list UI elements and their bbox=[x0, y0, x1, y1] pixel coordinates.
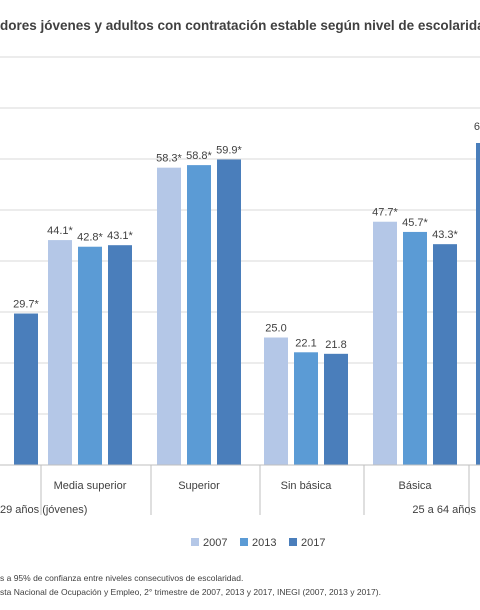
bar-2007 bbox=[264, 337, 288, 465]
bars bbox=[14, 143, 480, 466]
group-label: 25 a 64 años bbox=[412, 504, 476, 516]
data-label: 43.1* bbox=[107, 230, 133, 242]
data-label: 44.1* bbox=[47, 225, 73, 237]
bar-2007 bbox=[48, 240, 72, 465]
data-label: 21.8 bbox=[325, 339, 346, 351]
legend-label: 2007 bbox=[203, 537, 227, 549]
bar-2017 bbox=[324, 353, 348, 465]
bar-2007 bbox=[373, 221, 397, 465]
data-label-partial: 6 bbox=[474, 121, 480, 133]
footnote-significance: s a 95% de confianza entre niveles conse… bbox=[0, 573, 244, 583]
category-label: Media superior bbox=[54, 480, 127, 492]
chart-title: dores jóvenes y adultos con contratación… bbox=[0, 18, 480, 33]
category-label: Sin básica bbox=[281, 480, 333, 492]
data-label: 43.3* bbox=[432, 229, 458, 241]
legend-swatch bbox=[240, 538, 248, 546]
category-label: Superior bbox=[178, 480, 220, 492]
bar-2013 bbox=[403, 231, 427, 465]
data-label: 58.8* bbox=[186, 150, 212, 162]
bar-2017 bbox=[433, 244, 457, 465]
legend-label: 2017 bbox=[301, 537, 325, 549]
data-label: 47.7* bbox=[372, 207, 398, 219]
footnote-source: sta Nacional de Ocupación y Empleo, 2° t… bbox=[0, 587, 381, 597]
bar-2017 bbox=[14, 313, 38, 465]
bar-partial bbox=[476, 143, 480, 465]
bar-2013 bbox=[187, 165, 211, 465]
legend-swatch bbox=[191, 538, 199, 546]
bar-2017 bbox=[108, 245, 132, 465]
group-label: 29 años (jóvenes) bbox=[0, 504, 87, 516]
legend-label: 2013 bbox=[252, 537, 276, 549]
legend-swatch bbox=[289, 538, 297, 546]
category-axis: Media superior Superior Sin básica Básica 29… bbox=[0, 464, 480, 516]
data-label: 22.1 bbox=[295, 337, 316, 349]
bar-2013 bbox=[78, 246, 102, 465]
bar-2007 bbox=[157, 167, 181, 466]
data-labels: 29.7* 44.1* 42.8* 43.1* 58.3* 58.8* 59.9* 25.0 2… bbox=[13, 121, 480, 351]
category-label: Básica bbox=[398, 480, 432, 492]
bar-2013 bbox=[294, 352, 318, 465]
data-label: 29.7* bbox=[13, 299, 39, 311]
data-label: 58.3* bbox=[156, 153, 182, 165]
data-label: 25.0 bbox=[265, 323, 286, 335]
data-label: 59.9* bbox=[216, 145, 242, 157]
data-label: 42.8* bbox=[77, 232, 103, 244]
bar-2017 bbox=[217, 159, 241, 465]
legend: 2007 2013 2017 bbox=[191, 537, 325, 549]
data-label: 45.7* bbox=[402, 217, 428, 229]
